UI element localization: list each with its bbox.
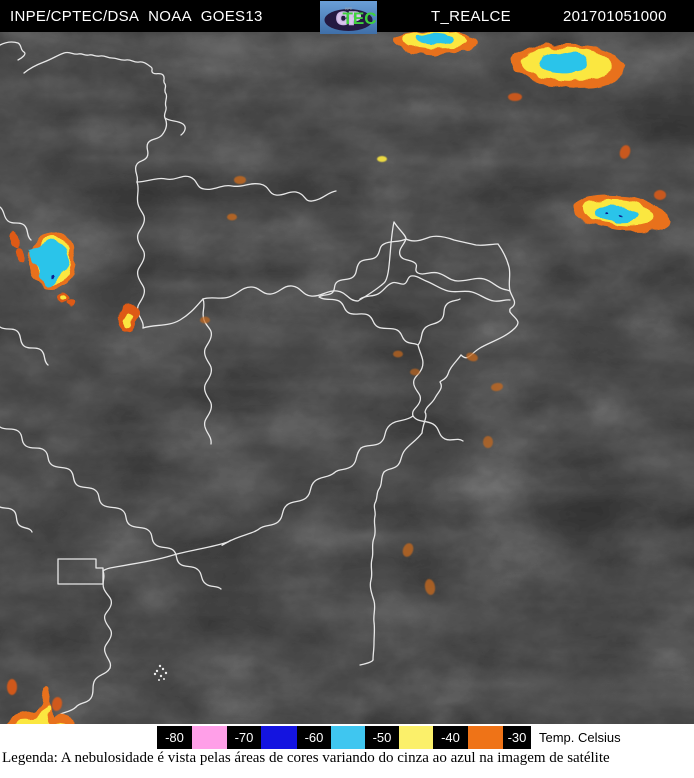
svg-text:TEC: TEC xyxy=(343,9,377,28)
svg-text:INPE: INPE xyxy=(345,7,352,11)
